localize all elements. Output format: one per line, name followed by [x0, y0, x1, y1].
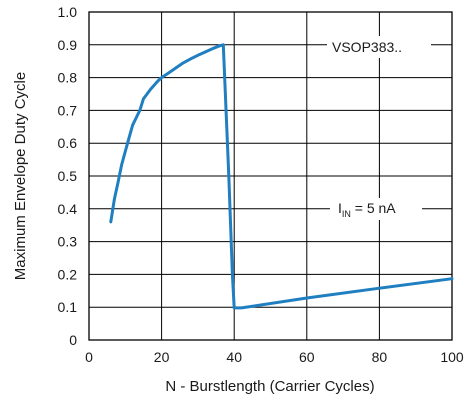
plot-frame: [88, 11, 453, 341]
y-tick-label: 0.3: [58, 234, 78, 250]
x-tick-label: 40: [226, 349, 242, 365]
y-tick-label: 0.2: [58, 266, 78, 282]
y-axis-title: Maximum Envelope Duty Cycle: [12, 72, 29, 280]
y-tick-label: 0: [69, 332, 77, 348]
y-tick-label: 1.0: [58, 4, 78, 20]
y-tick-label: 0.8: [58, 70, 78, 86]
x-tick-labels: 0 20 40 60 80 100: [85, 349, 464, 365]
duty-cycle-series-line: [109, 43, 454, 310]
x-tick-label: 60: [299, 349, 315, 365]
current-subscript: IN: [342, 209, 351, 219]
y-tick-label: 0.4: [58, 201, 78, 217]
y-tick-label: 0.9: [58, 37, 78, 53]
device-label: VSOP383..: [332, 39, 402, 55]
x-tick-label: 20: [154, 349, 170, 365]
current-symbol: I: [338, 200, 342, 216]
y-tick-labels: 0 0.1 0.2 0.3 0.4 0.5 0.6 0.7 0.8 0.9 1.0: [58, 4, 78, 348]
x-tick-label: 80: [372, 349, 388, 365]
device-label-annotation: VSOP383..: [327, 36, 431, 58]
x-tick-label: 0: [85, 349, 93, 365]
current-value: = 5 nA: [351, 200, 396, 216]
y-tick-label: 0.6: [58, 135, 78, 151]
x-axis-title: N - Burstlength (Carrier Cycles): [165, 378, 374, 395]
current-annotation-text: IIN = 5 nA: [338, 200, 396, 219]
y-tick-label: 0.5: [58, 168, 78, 184]
current-annotation-box: [330, 198, 422, 220]
device-label-box: [327, 36, 431, 58]
x-tick-label: 100: [440, 349, 464, 365]
y-tick-label: 0.1: [58, 299, 78, 315]
current-annotation: IIN = 5 nA: [330, 198, 422, 220]
y-tick-label: 0.7: [58, 102, 78, 118]
